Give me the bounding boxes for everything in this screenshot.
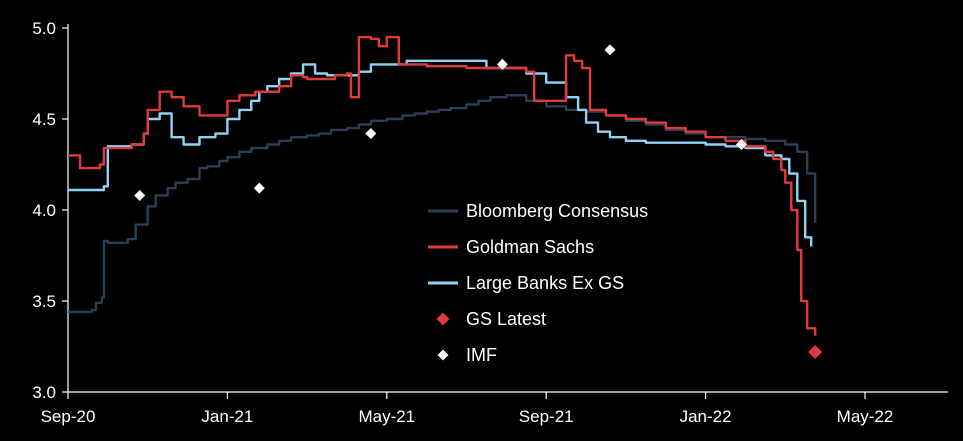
legend-label-bloomberg-consensus: Bloomberg Consensus bbox=[466, 201, 648, 221]
x-tick-label: May-22 bbox=[837, 407, 894, 426]
plot-area bbox=[68, 35, 823, 359]
x-tick-label: Jan-21 bbox=[201, 407, 253, 426]
point-gs-latest bbox=[808, 344, 823, 359]
y-axis: 3.0 3.5 4.0 4.5 5.0 bbox=[32, 19, 69, 402]
y-tick-label: 4.0 bbox=[32, 201, 56, 220]
series-line-bloomberg-consensus bbox=[68, 94, 817, 314]
x-tick-label: Sep-20 bbox=[41, 407, 96, 426]
legend-label-goldman-sachs: Goldman Sachs bbox=[466, 237, 594, 257]
legend-swatch-imf bbox=[437, 349, 449, 361]
point-imf bbox=[253, 182, 265, 194]
series-line-goldman-sachs bbox=[68, 35, 817, 336]
series-line-large-banks-ex-gs bbox=[68, 59, 813, 247]
x-tick-label: Jan-22 bbox=[680, 407, 732, 426]
point-imf bbox=[134, 189, 146, 201]
point-imf bbox=[496, 58, 508, 70]
y-tick-label: 4.5 bbox=[32, 110, 56, 129]
point-imf bbox=[604, 44, 616, 56]
y-tick-label: 3.0 bbox=[32, 383, 56, 402]
legend-swatch-gs-latest bbox=[436, 312, 450, 326]
y-tick-label: 3.5 bbox=[32, 292, 56, 311]
legend-label-gs-latest: GS Latest bbox=[466, 309, 546, 329]
x-tick-label: May-21 bbox=[358, 407, 415, 426]
point-imf bbox=[365, 128, 377, 140]
legend-label-imf: IMF bbox=[466, 345, 497, 365]
legend-label-large-banks-ex-gs: Large Banks Ex GS bbox=[466, 273, 624, 293]
x-axis: Sep-20 Jan-21 May-21 Sep-21 Jan-22 May-22 bbox=[41, 391, 948, 426]
legend: Bloomberg Consensus Goldman Sachs Large Ba… bbox=[428, 201, 648, 365]
point-imf bbox=[735, 138, 747, 150]
x-tick-label: Sep-21 bbox=[519, 407, 574, 426]
y-tick-label: 5.0 bbox=[32, 19, 56, 38]
